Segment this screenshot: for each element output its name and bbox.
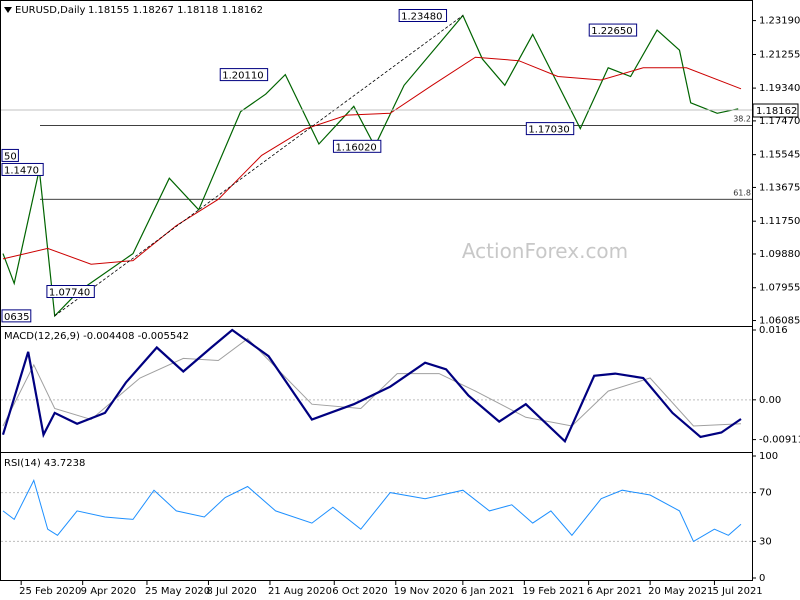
macd-title: MACD(12,26,9) -0.004408 -0.005542: [4, 331, 189, 342]
price-tick-label-5: 1.13675: [759, 182, 800, 193]
annotation-box-7: [1, 162, 44, 176]
annotation-label-6: 0635: [4, 312, 29, 323]
fib-label-0: 38.2: [733, 115, 751, 124]
macd-line: [1, 328, 742, 444]
annotation-label-3: 1.16020: [335, 142, 376, 153]
rsi-tick-label-2: 30: [759, 536, 772, 547]
annotation-label-0: 1.23480: [401, 12, 442, 23]
time-tick-label-11: 5 Jul 2021: [712, 586, 762, 597]
rsi-tick-label-1: 70: [759, 488, 772, 499]
price-tick-label-2: 1.19340: [759, 83, 800, 94]
annotation-box-5: [46, 285, 95, 299]
time-tick-label-1: 9 Apr 2020: [81, 586, 136, 597]
ohlc-values: 1.18155 1.18267 1.18118 1.18162: [88, 5, 263, 16]
time-tick-label-9: 6 Apr 2021: [587, 586, 642, 597]
annotation-box-3: [332, 139, 382, 153]
annotation-box-1: [588, 23, 638, 37]
time-tick-label-8: 19 Feb 2021: [522, 586, 584, 597]
time-tick-label-2: 25 May 2020: [145, 586, 210, 597]
price-tick-label-0: 1.23190: [759, 16, 800, 27]
rsi-axis: 100 70 30 0: [752, 451, 778, 584]
annotation-box-4: [525, 122, 575, 136]
rsi-tick-label-3: 0: [759, 573, 765, 584]
macd-tick-label-2: -0.009116: [759, 435, 800, 446]
time-tick-label-7: 6 Jan 2021: [461, 586, 515, 597]
annotation-label-4: 1.17030: [528, 125, 569, 136]
price-tick-label-7: 1.09880: [759, 249, 800, 260]
macd-tick-label-0: 0.016: [759, 325, 788, 336]
trendline: [54, 15, 464, 317]
price-tick-label-9: 1.06085: [759, 316, 800, 327]
time-tick-label-10: 20 May 2021: [648, 586, 713, 597]
macd-tick-label-1: 0.00: [759, 395, 781, 406]
annotation-box-8: [1, 148, 19, 162]
ma-line: [2, 56, 742, 265]
current-price-marker: 1.18162: [752, 103, 799, 118]
fib-label-1: 61.8: [733, 188, 751, 197]
watermark: ActionForex.com: [462, 239, 628, 263]
annotation-label-5: 1.07740: [49, 288, 90, 299]
time-tick-label-5: 6 Oct 2020: [332, 586, 387, 597]
rsi-line: [2, 479, 742, 543]
price-tick-label-3: 1.17470: [759, 116, 800, 127]
time-tick-label-4: 21 Aug 2020: [268, 586, 332, 597]
price-tick-label-8: 1.07955: [759, 283, 800, 294]
price-tick-label-1: 1.21255: [759, 50, 800, 61]
annotation-label-7: 1.1470: [4, 165, 39, 176]
price-axis: 1.23190 1.21255 1.19340 1.17470 1.15545 1.136…: [752, 16, 800, 327]
price-tick-label-4: 1.15545: [759, 150, 800, 161]
annotation-box-0: [398, 9, 448, 23]
rsi-tick-label-0: 100: [759, 451, 778, 462]
rsi-series: [1, 479, 752, 543]
annotation-label-8: 50: [4, 151, 17, 162]
rsi-panel: [0, 452, 753, 581]
trendlines: [54, 15, 464, 317]
time-tick-label-3: 8 Jul 2020: [206, 586, 256, 597]
current-price-label: 1.18162: [756, 106, 797, 117]
annotation-label-2: 1.20110: [222, 71, 263, 82]
time-tick-label-6: 19 Nov 2020: [394, 586, 458, 597]
price-annotations: 1.23480 1.22650 1.20110 1.16020 1.17030 1.077…: [1, 9, 638, 323]
annotation-box-6: [1, 309, 32, 323]
macd-series: [1, 328, 752, 444]
macd-axis: 0.016 0.00 -0.009116: [752, 325, 800, 446]
symbol-label: EURUSD,Daily: [15, 5, 86, 16]
annotation-box-2: [219, 68, 269, 82]
price-tick-label-6: 1.11750: [759, 216, 800, 227]
rsi-title: RSI(14) 43.7238: [4, 458, 85, 469]
annotation-label-1: 1.22650: [591, 26, 632, 37]
time-tick-label-0: 25 Feb 2020: [19, 586, 81, 597]
triangle-down-icon: [4, 7, 12, 13]
